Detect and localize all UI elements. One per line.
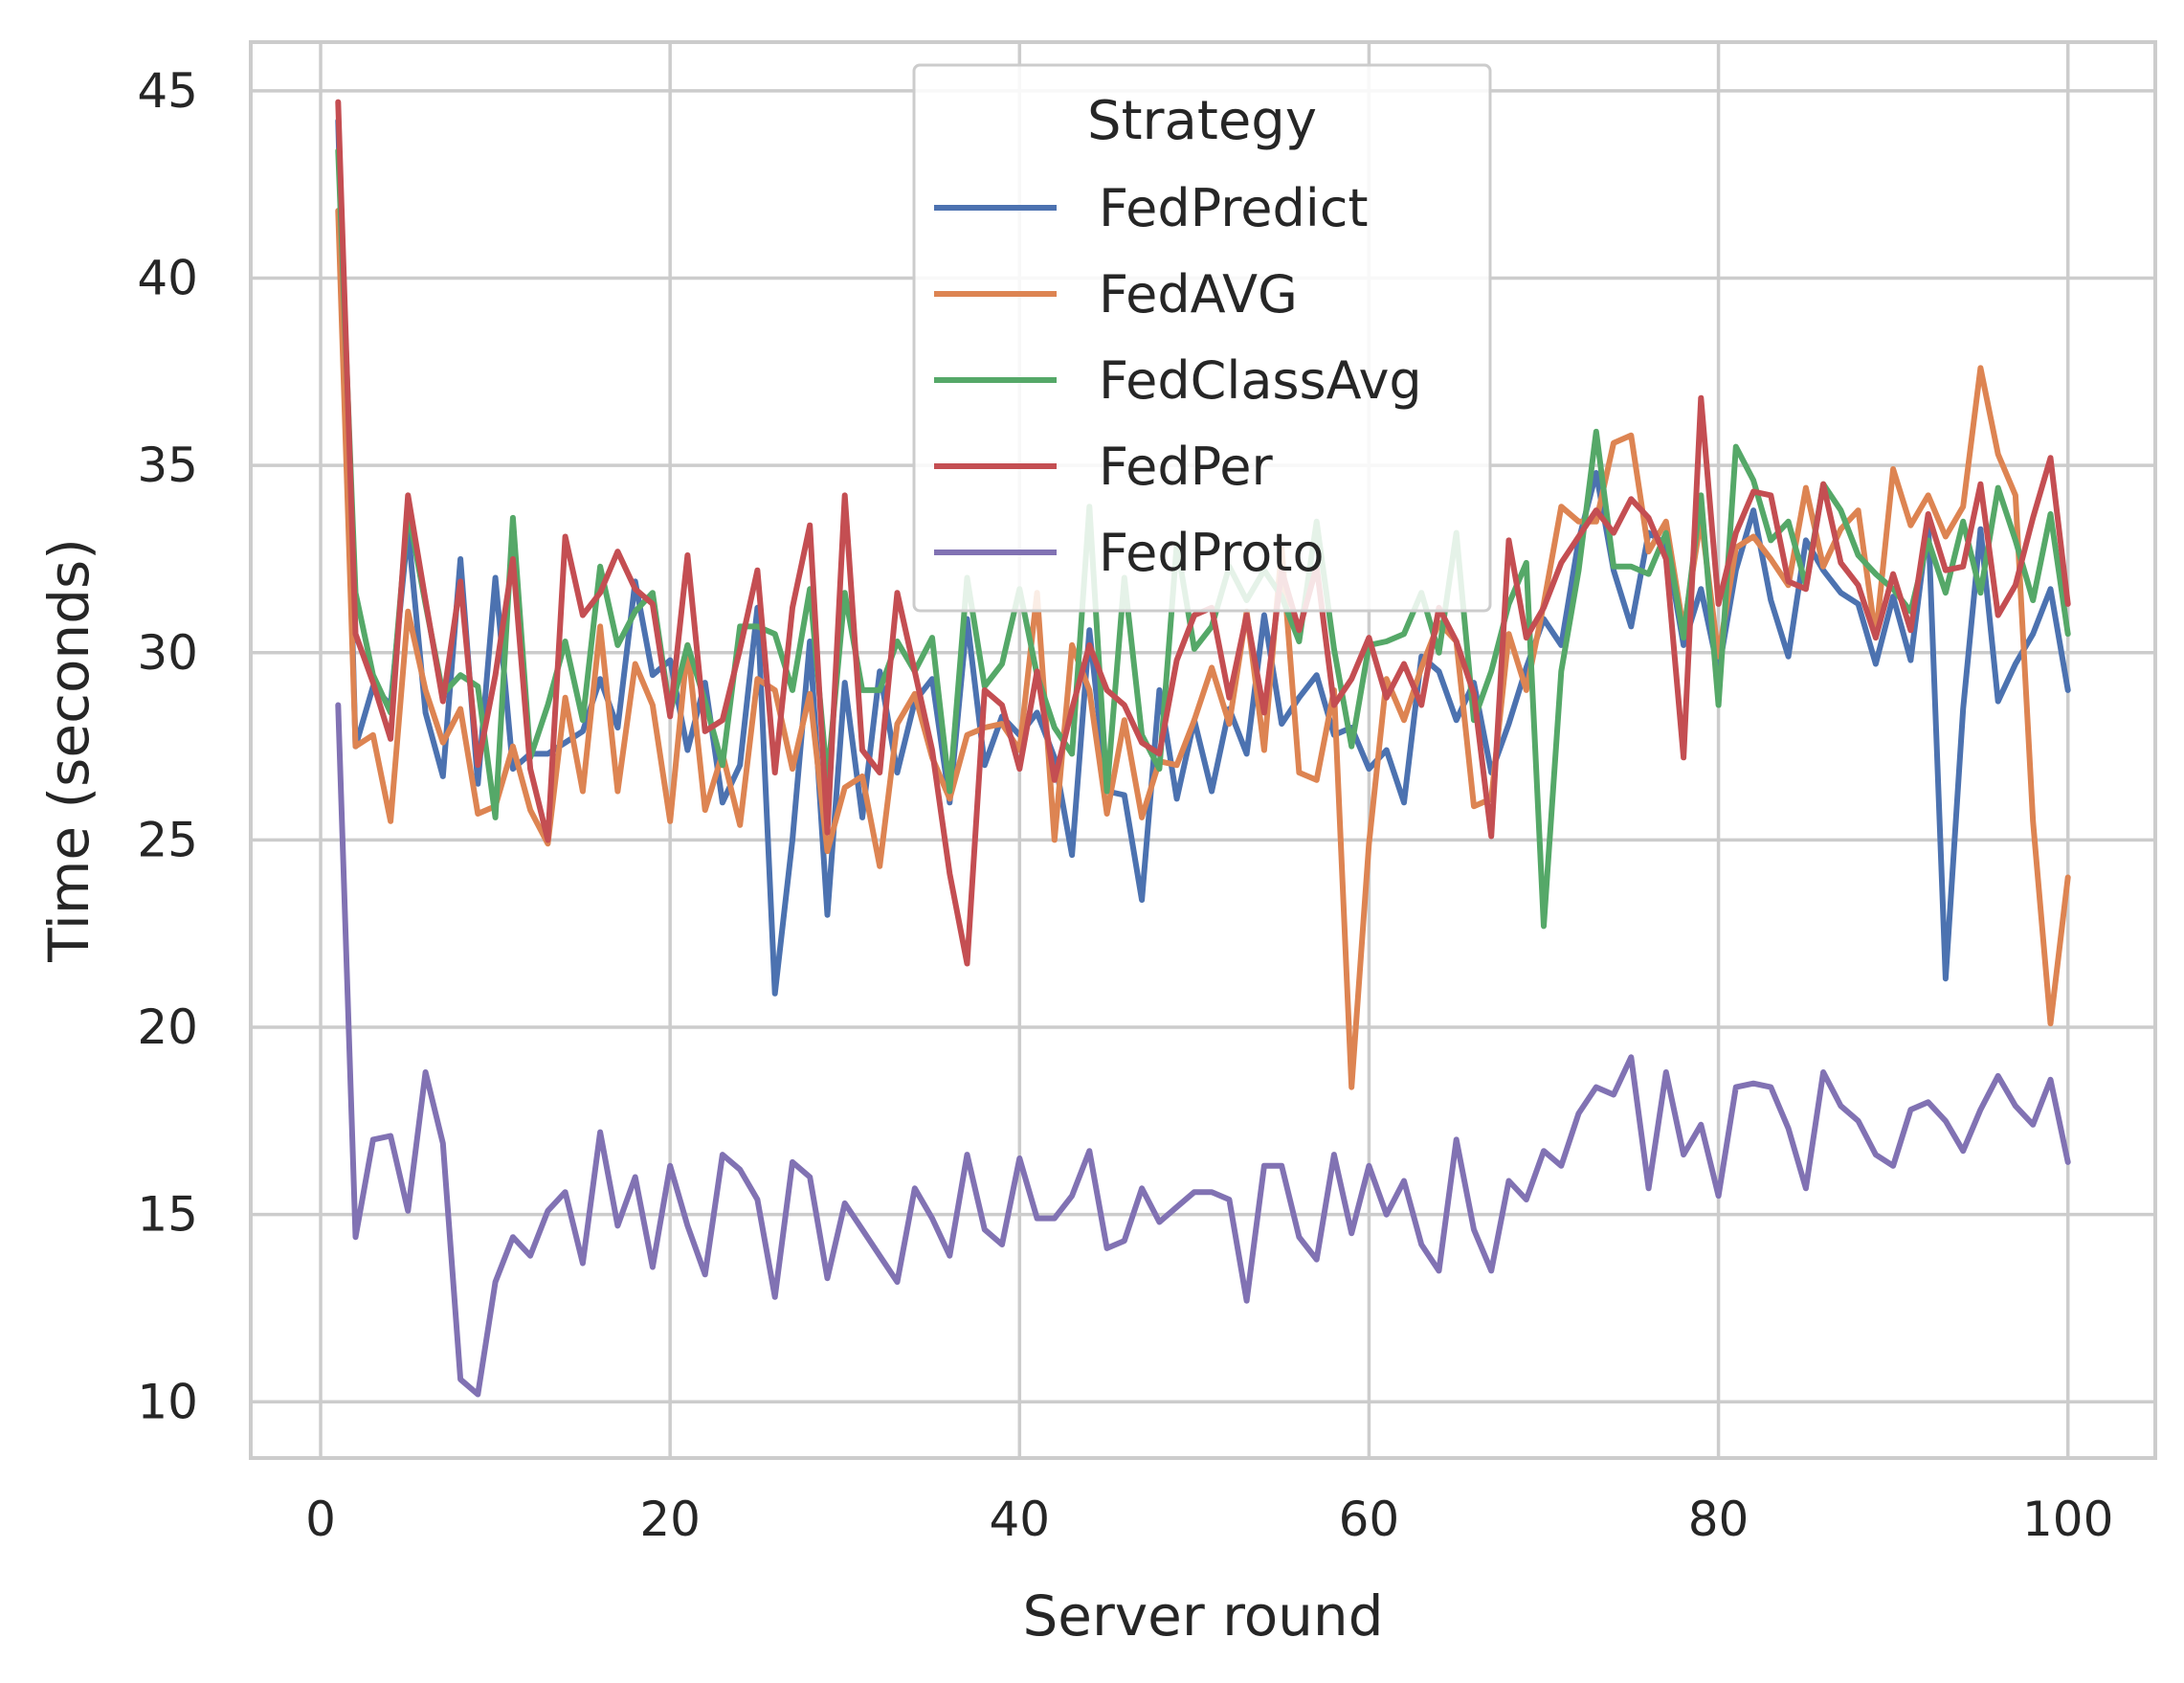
y-tick-label: 10 — [137, 1374, 198, 1429]
legend-box — [912, 63, 1492, 613]
x-axis-title: Server round — [1022, 1583, 1383, 1649]
y-axis-title: Time (seconds) — [36, 538, 101, 963]
x-tick-label: 20 — [639, 1492, 701, 1547]
y-tick-label: 35 — [137, 438, 198, 493]
x-tick-label: 100 — [2022, 1492, 2113, 1547]
y-tick-label: 30 — [137, 625, 198, 681]
y-tick-label: 45 — [137, 63, 198, 119]
legend: Strategy FedPredictFedAVGFedClassAvgFedP… — [912, 63, 1492, 613]
y-tick-label: 25 — [137, 812, 198, 867]
y-tick-label: 40 — [137, 251, 198, 306]
legend-label: FedPredict — [1099, 178, 1369, 238]
y-tick-label: 15 — [137, 1187, 198, 1243]
series-line — [335, 208, 2071, 1090]
legend-label: FedClassAvg — [1099, 350, 1422, 411]
series-line — [335, 702, 2071, 1398]
tick-labels: 0 20 40 60 80 100 10 15 20 25 30 35 40 45 — [137, 63, 2113, 1547]
legend-label: FedProto — [1099, 523, 1325, 583]
y-tick-label: 20 — [137, 999, 198, 1055]
legend-items: FedPredict FedAVG FedClassAvg FedPer FedProt… — [934, 178, 1422, 583]
x-tick-label: 0 — [305, 1492, 336, 1547]
legend-label: FedAVG — [1099, 264, 1298, 325]
legend-title: Strategy — [1087, 90, 1317, 152]
x-tick-label: 40 — [989, 1492, 1050, 1547]
x-tick-label: 80 — [1688, 1492, 1749, 1547]
x-tick-label: 60 — [1339, 1492, 1400, 1547]
series-line — [335, 118, 2071, 997]
legend-label: FedPer — [1099, 437, 1273, 497]
plot-frame — [249, 40, 2157, 1460]
